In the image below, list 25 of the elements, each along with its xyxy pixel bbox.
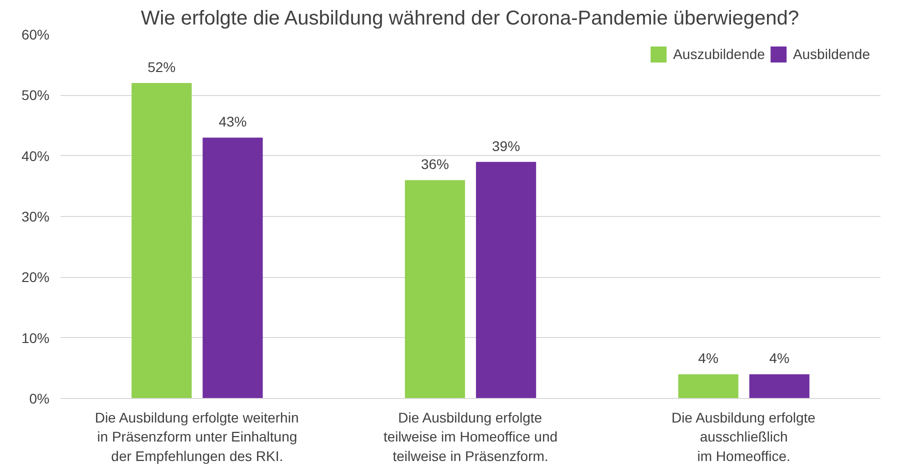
data-label: 39% — [492, 138, 520, 154]
x-tick-label: Die Ausbildung erfolgte ausschließlich im Homeoffice. — [671, 410, 816, 464]
y-tick-label: 20% — [21, 269, 50, 286]
y-tick-label: 0% — [29, 390, 50, 406]
chart-title: Wie erfolgte die Ausbildung während der Corona-Pandemie überwiegend? — [140, 8, 800, 30]
x-tick-label: Die Ausbildung erfolgte weiterhin in Präsenzform unter Einhaltung der Empfehlungen des RKI. — [94, 410, 299, 464]
data-label: 43% — [218, 114, 247, 130]
bar — [132, 83, 192, 398]
bar — [404, 180, 466, 398]
legend-label: Ausbildende — [792, 46, 870, 62]
y-tick-label: 50% — [21, 87, 50, 104]
bar — [678, 374, 738, 398]
bar — [202, 138, 263, 398]
y-tick-label: 30% — [21, 208, 50, 224]
y-tick-label: 60% — [21, 26, 50, 42]
legend-label: Auszubildende — [673, 46, 765, 62]
data-label: 4% — [698, 350, 718, 366]
bar — [749, 374, 810, 398]
y-tick-label: 10% — [21, 330, 50, 346]
data-label: 36% — [420, 156, 449, 172]
y-tick-label: 40% — [21, 148, 50, 164]
x-tick-label: Die Ausbildung erfolgte teilweise im Homeoffice und teilweise in Präsenzform. — [383, 410, 558, 464]
bar — [476, 162, 536, 398]
data-label: 4% — [769, 350, 790, 366]
data-label: 52% — [148, 59, 176, 76]
